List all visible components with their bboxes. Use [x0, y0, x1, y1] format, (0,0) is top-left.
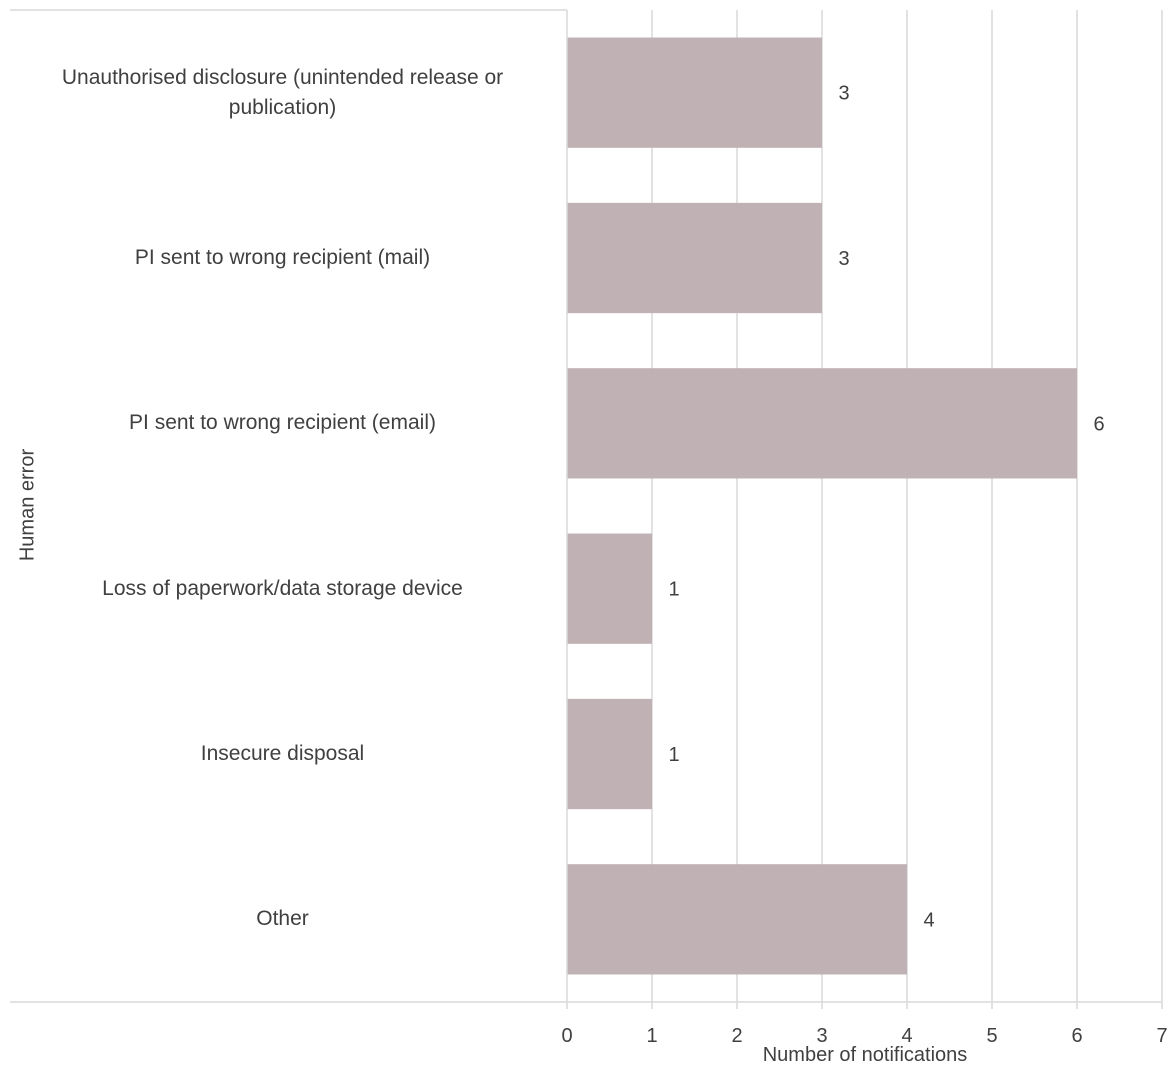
category-label-text: Insecure disposal: [200, 742, 365, 765]
axes: [10, 9, 1163, 1009]
category-label: Unauthorised disclosure (unintended rele…: [10, 63, 555, 123]
y-axis-title: Human error: [16, 448, 39, 562]
data-label: 1: [668, 579, 679, 601]
category-label: PI sent to wrong recipient (email): [10, 408, 555, 438]
category-label-text: Loss of paperwork/data storage device: [102, 576, 463, 600]
bar: [567, 864, 907, 975]
data-label: 4: [923, 909, 934, 931]
x-axis-title: Number of notifications: [762, 1044, 968, 1066]
x-tick-label: 3: [816, 1025, 827, 1047]
x-tick-label: 4: [901, 1025, 912, 1047]
x-tick-label: 6: [1071, 1025, 1082, 1047]
data-label: 6: [1093, 413, 1104, 435]
category-label: Loss of paperwork/data storage device: [10, 574, 555, 604]
bar: [567, 368, 1077, 479]
gridlines: [651, 10, 1163, 1002]
x-tick-labels: 0 1 2 3 4 5 6 7: [561, 1025, 1167, 1047]
data-label: 3: [838, 83, 849, 105]
category-label: PI sent to wrong recipient (mail): [10, 243, 555, 273]
category-label: Other: [10, 904, 555, 934]
category-label-text: Other: [256, 907, 309, 931]
x-tick-label: 7: [1156, 1025, 1167, 1047]
bar: [567, 698, 652, 810]
x-tick-label: 2: [731, 1025, 742, 1047]
x-tick-label: 5: [986, 1025, 997, 1047]
x-tick-label: 0: [561, 1025, 572, 1047]
category-label-text: Unauthorised disclosure (unintended rele…: [61, 65, 504, 119]
bar: [567, 202, 822, 314]
category-label: Insecure disposal: [10, 739, 555, 769]
category-label-text: PI sent to wrong recipient (email): [129, 411, 436, 435]
category-label-text: PI sent to wrong recipient (mail): [134, 246, 431, 269]
data-label: 1: [668, 744, 679, 766]
bar: [567, 533, 652, 644]
bar: [567, 37, 822, 148]
data-label: 3: [838, 248, 849, 270]
x-tick-label: 1: [646, 1025, 657, 1047]
bars: [567, 37, 1077, 975]
data-labels: 3 3 6 1 1 4: [668, 83, 1104, 932]
